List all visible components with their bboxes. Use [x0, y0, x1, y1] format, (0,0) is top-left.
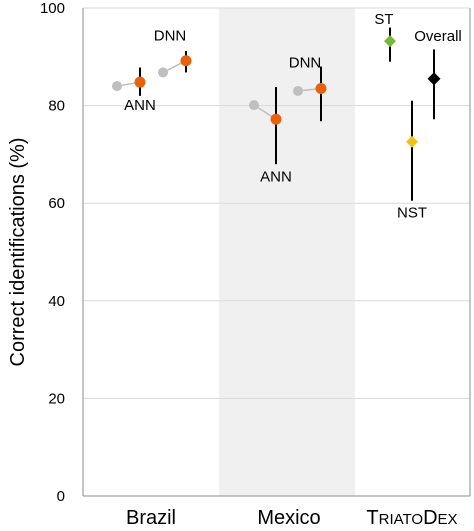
- highlight-band-mexico: [219, 8, 355, 496]
- category-label: Brazil: [126, 507, 176, 529]
- y-tick-labels: 0 20 40 60 80 100: [40, 0, 65, 505]
- reference-point: [293, 85, 303, 96]
- model-point: [180, 55, 192, 67]
- model-point: [134, 76, 146, 88]
- model-point: [315, 83, 327, 95]
- point-label: ANN: [260, 168, 292, 185]
- category-labels: Brazil Mexico TRIATODEX: [126, 507, 458, 529]
- point-label: DNN: [289, 55, 322, 72]
- reference-point: [158, 67, 168, 78]
- gridlines: [83, 7, 470, 399]
- y-tick-label: 100: [40, 0, 65, 17]
- st-point: [384, 35, 396, 48]
- point-label: Overall: [414, 28, 462, 45]
- point-label: ST: [374, 11, 393, 28]
- reference-point: [249, 100, 259, 111]
- y-tick-label: 80: [48, 98, 65, 115]
- y-tick-label: 20: [48, 390, 65, 407]
- y-axis-title: Correct identifications (%): [7, 138, 29, 367]
- point-label: NST: [397, 205, 427, 222]
- annotations: ANN DNN ANN DNN ST NST Overall: [124, 11, 462, 222]
- y-tick-label: 0: [57, 488, 65, 505]
- point-label: DNN: [154, 28, 187, 45]
- reference-point: [112, 81, 122, 92]
- overall-point: [427, 72, 441, 86]
- category-label: Mexico: [257, 507, 320, 529]
- y-tick-label: 40: [48, 293, 65, 310]
- point-label: ANN: [124, 97, 156, 114]
- markers: [112, 35, 441, 148]
- model-point: [270, 113, 282, 125]
- category-label: TRIATODEX: [366, 507, 457, 529]
- nst-point: [406, 135, 418, 148]
- y-tick-label: 60: [48, 195, 65, 212]
